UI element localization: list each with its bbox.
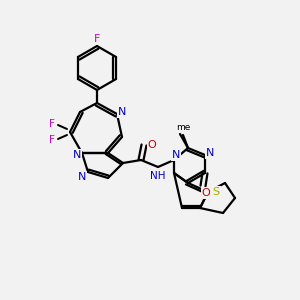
Text: N: N xyxy=(172,150,180,160)
Text: me: me xyxy=(176,122,190,131)
Text: N: N xyxy=(78,172,86,182)
Text: O: O xyxy=(148,140,156,150)
Text: F: F xyxy=(49,135,55,145)
Text: F: F xyxy=(49,119,55,129)
Text: N: N xyxy=(118,107,126,117)
Text: N: N xyxy=(206,148,214,158)
Text: NH: NH xyxy=(150,171,166,181)
Text: O: O xyxy=(202,188,210,198)
Text: F: F xyxy=(94,34,100,44)
Text: N: N xyxy=(73,150,81,160)
Text: S: S xyxy=(212,187,220,197)
